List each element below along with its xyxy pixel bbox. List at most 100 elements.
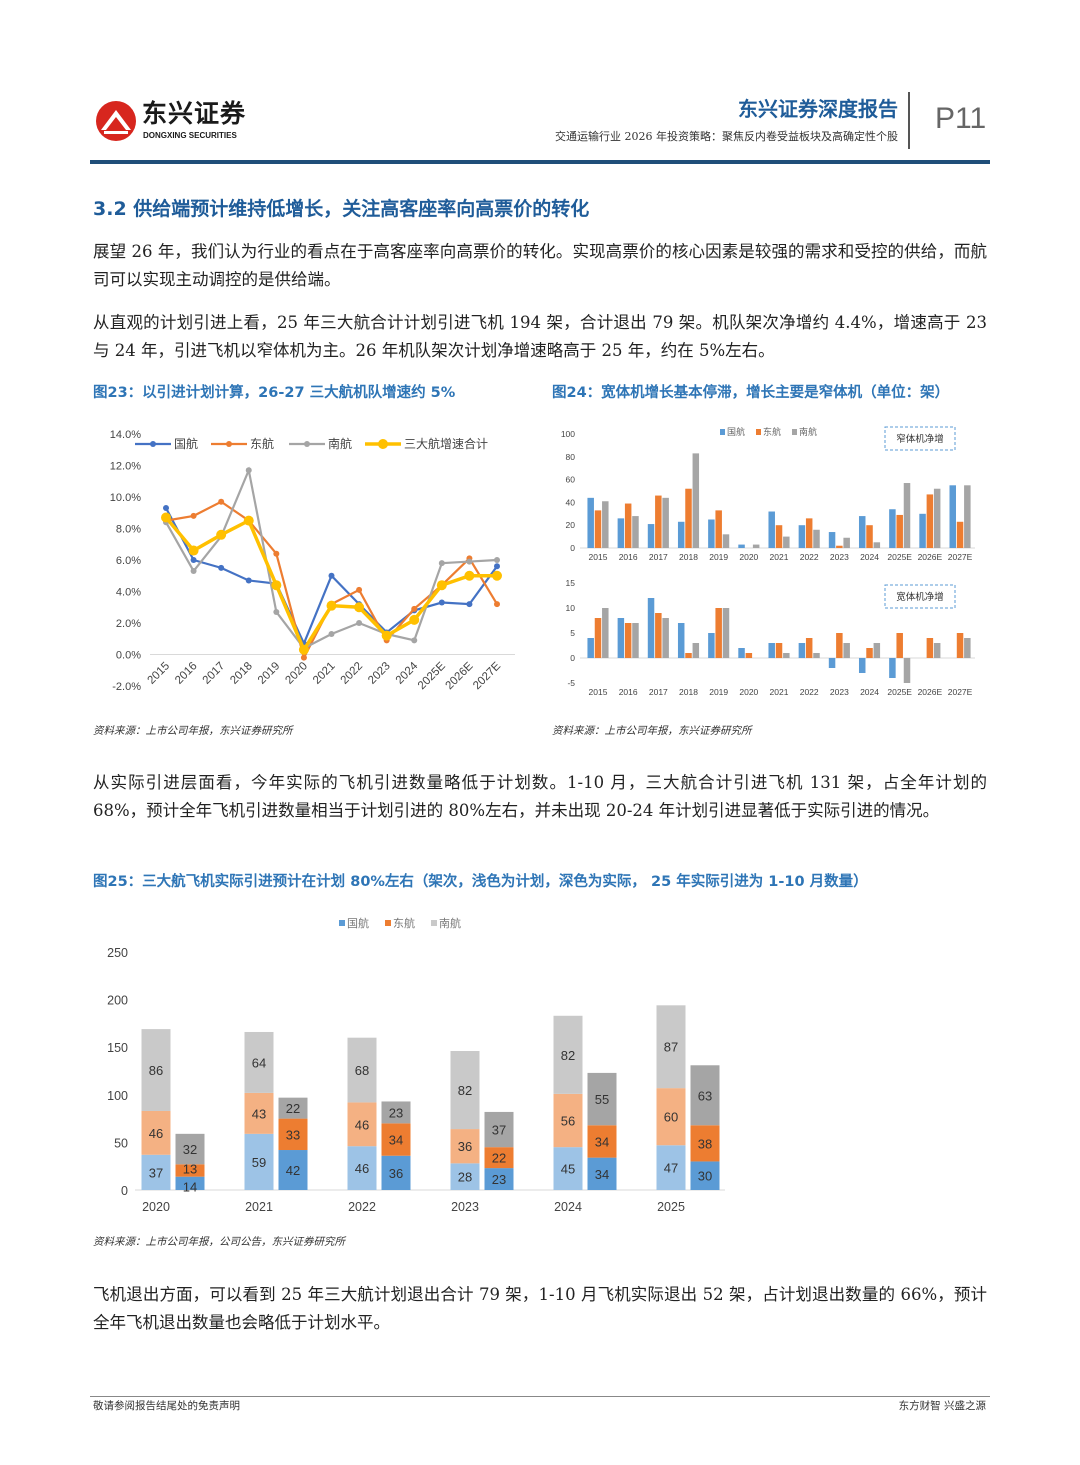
bar xyxy=(775,643,783,658)
data-point xyxy=(494,563,500,570)
data-label: 32 xyxy=(183,1142,197,1157)
x-tick-label: 2019 xyxy=(256,660,283,687)
bar xyxy=(933,488,941,548)
plan-bar-segment xyxy=(450,1163,480,1190)
legend-swatch xyxy=(720,429,725,435)
y-tick-label: 250 xyxy=(107,946,128,960)
x-tick-label: 2020 xyxy=(739,552,758,562)
bar xyxy=(828,532,836,548)
x-tick-label: 2023 xyxy=(830,687,849,697)
plan-bar-segment xyxy=(141,1029,171,1111)
x-tick-label: 2019 xyxy=(709,687,728,697)
footer-slogan: 东方财智 兴盛之源 xyxy=(898,1400,986,1412)
bar xyxy=(662,618,669,658)
y-tick-label: 5 xyxy=(570,628,575,638)
paragraph: 从直观的计划引进上看，25 年三大航合计计划引进飞机 194 架，合计退出 79… xyxy=(93,313,987,360)
data-label: 23 xyxy=(389,1105,403,1120)
bar xyxy=(798,525,806,548)
data-point xyxy=(466,558,473,565)
actual-bar-segment xyxy=(175,1133,205,1165)
bar xyxy=(843,537,850,548)
chart-plan-vs-actual: 0 50 100 150 200 250 2020 37 46 86 14 13 32 2021 59 43 6… xyxy=(107,916,725,1214)
plan-bar-segment xyxy=(553,1147,583,1190)
data-label: 33 xyxy=(286,1127,300,1142)
plan-bar-segment xyxy=(656,1088,686,1146)
bar xyxy=(708,519,715,548)
footer-disclaimer: 敬请参阅报告结尾处的免责声明 xyxy=(93,1400,240,1412)
plan-bar-segment xyxy=(347,1037,377,1103)
plan-bar-segment xyxy=(244,1092,274,1134)
y-tick-label: 0 xyxy=(121,1184,128,1198)
plan-bar-segment xyxy=(141,1110,171,1155)
bar xyxy=(768,511,775,548)
x-tick-label: 2022 xyxy=(339,660,366,687)
x-tick-label: 2027E xyxy=(948,552,973,562)
figure-title: 图23：以引进计划计算，26-27 三大航机队增速约 5% xyxy=(93,385,456,401)
x-tick-label: 2018 xyxy=(679,552,698,562)
paragraph: 从实际引进层面看，今年实际的飞机引进数量略低于计划数。1-10 月，三大航合计引… xyxy=(93,773,987,820)
bar xyxy=(813,653,820,658)
plan-bar-segment xyxy=(244,1031,274,1093)
y-tick-label: 10.0% xyxy=(110,492,141,504)
panel-label: 宽体机净增 xyxy=(896,591,944,603)
bar xyxy=(715,510,722,548)
data-label: 82 xyxy=(561,1048,575,1063)
data-point xyxy=(216,529,227,540)
data-point xyxy=(218,564,225,571)
bar xyxy=(858,658,866,673)
data-point xyxy=(190,568,197,575)
x-tick-label: 2015 xyxy=(146,660,173,687)
actual-bar-segment xyxy=(587,1157,617,1190)
bar xyxy=(602,501,609,548)
x-tick-label: 2017 xyxy=(649,687,668,697)
data-point xyxy=(328,572,335,579)
y-tick-label: 0 xyxy=(570,543,575,553)
x-tick-label: 2017 xyxy=(201,660,228,687)
bar xyxy=(949,485,956,548)
plan-bar-segment xyxy=(450,1051,480,1130)
y-tick-label: 100 xyxy=(561,429,575,439)
data-point xyxy=(464,570,475,581)
data-point xyxy=(273,550,280,557)
bar xyxy=(662,497,669,548)
data-point xyxy=(438,560,445,567)
bar xyxy=(783,536,790,548)
y-tick-label: -5 xyxy=(567,678,575,688)
actual-bar-segment xyxy=(381,1123,411,1156)
actual-bar-segment xyxy=(175,1176,205,1190)
bar xyxy=(745,653,753,658)
y-tick-label: 80 xyxy=(566,452,576,462)
x-tick-label: 2016 xyxy=(173,660,200,687)
data-point xyxy=(190,512,197,519)
data-label: 23 xyxy=(492,1172,506,1187)
bar xyxy=(926,494,934,548)
y-tick-label: 14.0% xyxy=(110,429,141,441)
footer-rule xyxy=(90,1396,990,1397)
bar xyxy=(655,613,662,658)
header-rule xyxy=(90,160,990,164)
x-tick-label: 2024 xyxy=(860,687,879,697)
series-line xyxy=(165,466,498,650)
data-label: 46 xyxy=(149,1126,163,1141)
legend-label: 国航 xyxy=(727,426,745,437)
data-point xyxy=(300,654,307,661)
legend-marker xyxy=(378,439,388,449)
x-tick-label: 2023 xyxy=(451,1200,479,1214)
bar xyxy=(677,623,685,658)
bar xyxy=(919,513,926,548)
x-tick-label: 2022 xyxy=(800,552,819,562)
bar xyxy=(903,658,911,683)
x-tick-label: 2024 xyxy=(554,1200,582,1214)
data-point xyxy=(494,601,500,608)
bar xyxy=(617,618,625,658)
bar xyxy=(632,516,639,548)
report-subtitle: 交通运输行业 2026 年投资策略：聚焦反内卷受益板块及高确定性个股 xyxy=(555,130,898,143)
logo-text-en: DONGXING SECURITIES xyxy=(143,131,237,140)
data-label: 37 xyxy=(492,1123,506,1138)
x-tick-label: 2025E xyxy=(887,687,912,697)
bar xyxy=(722,534,730,548)
data-label: 64 xyxy=(252,1055,266,1070)
legend-marker xyxy=(150,441,156,447)
data-label: 60 xyxy=(664,1110,678,1125)
x-tick-label: 2024 xyxy=(860,552,879,562)
